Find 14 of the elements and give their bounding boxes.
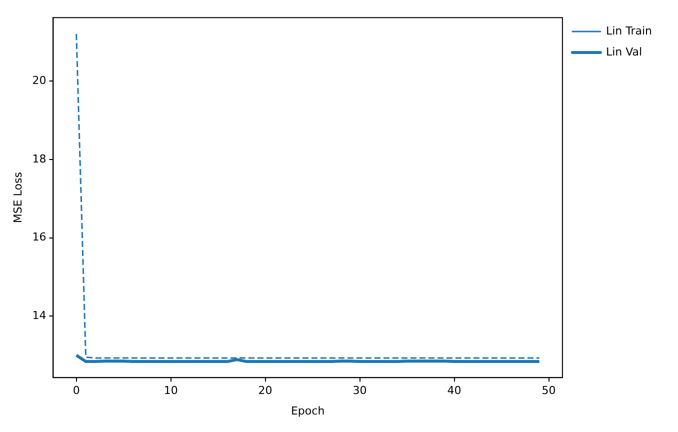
x-tick-label: 30 — [352, 384, 367, 398]
x-tick-label: 10 — [164, 384, 178, 398]
y-tick-label: 16 — [32, 230, 46, 244]
y-tick-label: 14 — [32, 308, 46, 322]
legend-label: Lin Train — [606, 24, 652, 38]
x-tick-label: 40 — [447, 384, 462, 398]
y-tick-label: 18 — [32, 152, 46, 166]
x-axis-title: Epoch — [290, 404, 325, 418]
x-tick-label: 20 — [258, 384, 272, 398]
legend-label: Lin Val — [606, 45, 642, 58]
x-tick-label: 0 — [72, 384, 80, 398]
x-tick-label: 50 — [542, 384, 556, 398]
y-axis-title: MSE Loss — [11, 172, 24, 224]
y-tick-label: 20 — [32, 74, 46, 87]
